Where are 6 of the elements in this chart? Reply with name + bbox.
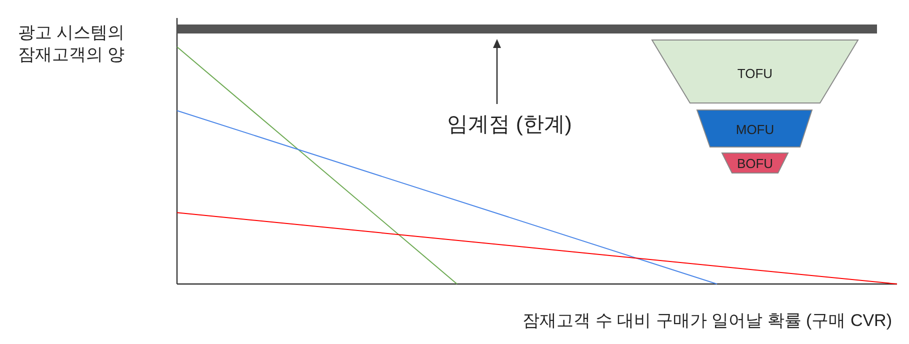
annotation: BOFU	[736, 156, 774, 171]
annotation: TOFU	[737, 66, 773, 81]
annotation: 임계점 (한계)	[447, 113, 572, 136]
y-axis-title: 광고 시스템의 잠재고객의 양	[18, 23, 125, 64]
annotation: MOFU	[736, 122, 774, 137]
x-axis-title: 잠재고객 수 대비 구매가 일어날 확률 (구매 CVR)	[522, 311, 892, 330]
